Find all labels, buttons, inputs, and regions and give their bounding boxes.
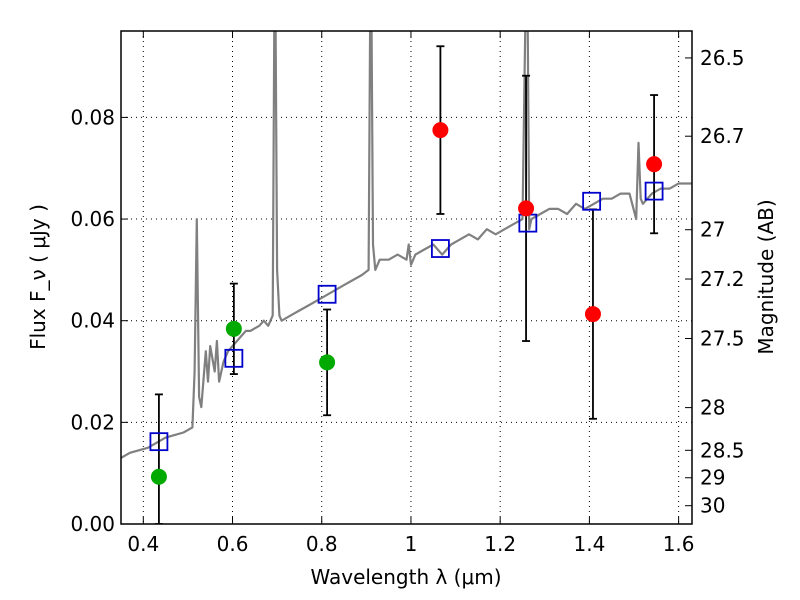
x-tick-label: 0.8 [306,532,338,556]
green-point [225,320,242,337]
red-point [432,122,449,139]
x-axis-label: Wavelength λ (μm) [310,565,501,589]
x-tick-label: 1 [405,532,418,556]
plot-frame [120,30,693,525]
x-tick-label: 1.2 [484,532,516,556]
y-tick-label: 0.08 [70,105,115,129]
spectrum-layer [121,31,692,459]
red-point [646,156,663,173]
y-axis-label: Flux F_ν ( μJy ) [26,204,50,350]
y2-tick-label: 30 [700,494,725,518]
y-tick-label: 0.02 [70,410,115,434]
y2-tick-label: 27 [700,218,725,242]
x-tick-label: 1.6 [663,532,695,556]
model-square [431,239,450,258]
y2-tick-label: 27.5 [700,326,745,350]
y-tick-label: 0.04 [70,309,115,333]
y2-tick-label: 26.5 [700,46,745,70]
grid [121,31,692,525]
model-square [644,181,664,201]
green-point [150,468,167,485]
spectrum-line [121,31,692,459]
red-point [584,306,601,323]
errorbar-layer [154,45,659,524]
y-tick-label: 0.00 [70,512,115,536]
y2-tick-label: 27.2 [700,267,745,291]
tick-layer: 0.4 0.6 0.8 1 1.2 1.4 1.6 0.00 0.02 0.04 0.06 0.08 2… [70,31,745,556]
y2-tick-label: 26.7 [700,124,745,148]
model-square [317,284,337,304]
model-square [224,348,244,368]
y2-tick-label: 29 [700,466,725,490]
red-point [518,200,535,217]
y2-tick-label: 28 [700,396,725,420]
points-layer [149,122,664,485]
green-point [319,354,336,371]
y-tick-label: 0.06 [70,207,115,231]
y2-tick-label: 28.5 [700,438,745,462]
model-square [582,191,602,211]
x-tick-label: 0.4 [127,532,159,556]
y2-axis-label: Magnitude (AB) [754,199,778,354]
x-tick-label: 1.4 [573,532,605,556]
x-tick-label: 0.6 [217,532,249,556]
model-square [149,432,169,452]
